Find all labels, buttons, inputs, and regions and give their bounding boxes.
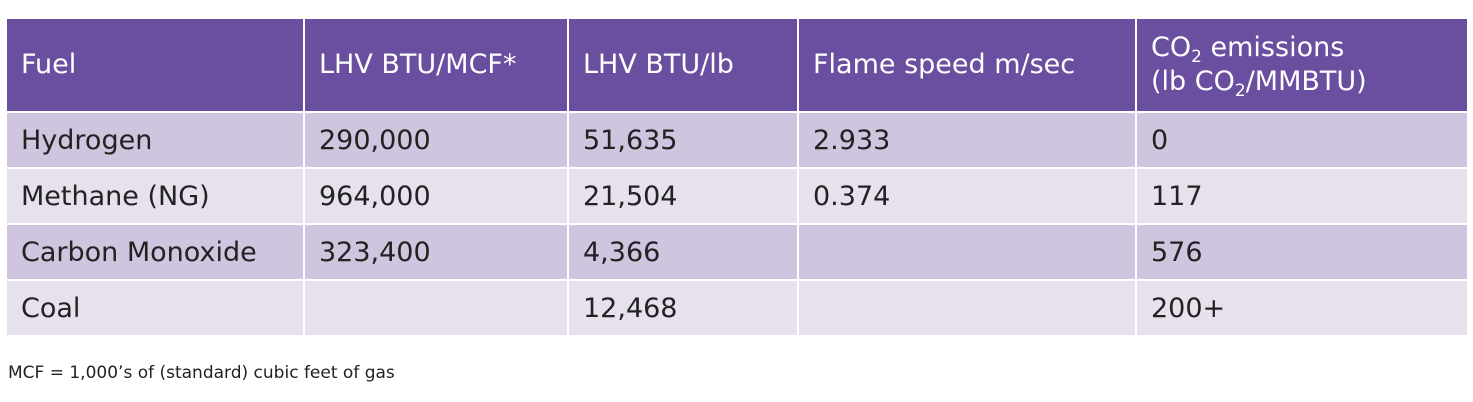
- header-cell: LHV BTU/MCF*: [303, 17, 569, 113]
- table-row: Methane (NG) 964,000 21,504 0.374 117: [5, 167, 1469, 225]
- table-cell: 323,400: [303, 223, 569, 281]
- table-cell: 0.374: [797, 167, 1137, 225]
- table-cell: Coal: [5, 279, 305, 337]
- table-cell: 2.933: [797, 111, 1137, 169]
- table-cell: 576: [1135, 223, 1469, 281]
- header-cell: Flame speed m/sec: [797, 17, 1137, 113]
- table-cell: 200+: [1135, 279, 1469, 337]
- subscript: 2: [1234, 81, 1246, 101]
- empty-cell: [797, 279, 1137, 337]
- table-row: Hydrogen 290,000 51,635 2.933 0: [5, 111, 1469, 169]
- empty-cell: [303, 279, 569, 337]
- table-cell: 12,468: [567, 279, 799, 337]
- table-cell: 117: [1135, 167, 1469, 225]
- header-text: /MMBTU): [1245, 66, 1367, 97]
- table-body: Hydrogen 290,000 51,635 2.933 0 Methane (NG) 9…: [5, 111, 1469, 337]
- table-cell: Hydrogen: [5, 111, 305, 169]
- table-cell: 964,000: [303, 167, 569, 225]
- header-text: CO: [1151, 32, 1192, 63]
- table-cell: 0: [1135, 111, 1469, 169]
- header-text: (lb CO: [1151, 66, 1235, 97]
- empty-cell: [797, 223, 1137, 281]
- header-cell: LHV BTU/lb: [567, 17, 799, 113]
- table-cell: Methane (NG): [5, 167, 305, 225]
- header-cell: Fuel: [5, 17, 305, 113]
- subscript: 2: [1191, 47, 1202, 67]
- footnote: MCF = 1,000’s of (standard) cubic feet o…: [8, 363, 395, 383]
- table-cell: 51,635: [567, 111, 799, 169]
- header-text: emissions: [1201, 32, 1345, 63]
- table-cell: 290,000: [303, 111, 569, 169]
- table-cell: 4,366: [567, 223, 799, 281]
- header-cell: CO2 emissions (lb CO2/MMBTU): [1135, 17, 1469, 113]
- table-row: Coal 12,468 200+: [5, 279, 1469, 337]
- table-cell: 21,504: [567, 167, 799, 225]
- table-row: Carbon Monoxide 323,400 4,366 576: [5, 223, 1469, 281]
- table-cell: Carbon Monoxide: [5, 223, 305, 281]
- header-row: Fuel LHV BTU/MCF* LHV BTU/lb Flame speed m/…: [5, 17, 1469, 113]
- fuel-table: Fuel LHV BTU/MCF* LHV BTU/lb Flame speed m/…: [5, 17, 1469, 337]
